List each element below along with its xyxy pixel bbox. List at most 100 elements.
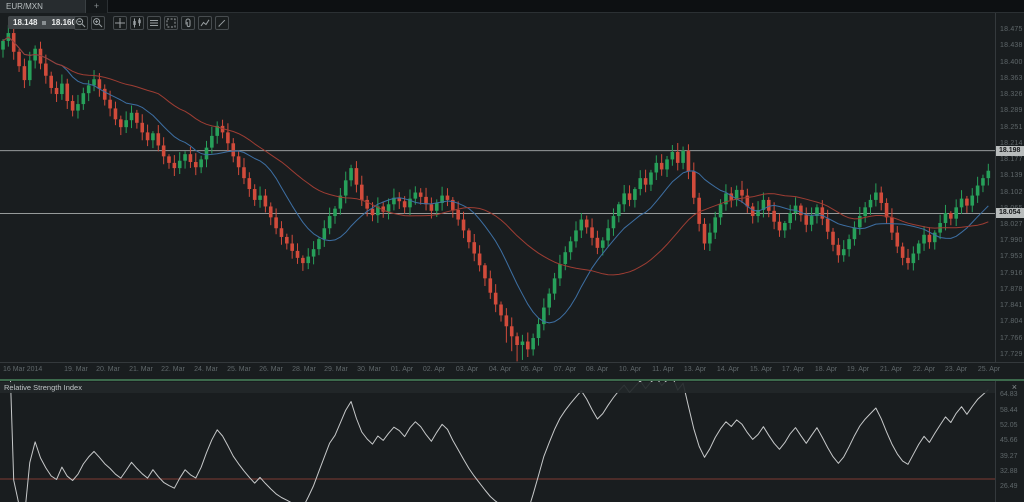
candle-body xyxy=(713,217,718,233)
time-axis-tick: 11. Apr xyxy=(652,366,674,373)
moving-average-fast xyxy=(2,36,989,324)
time-axis[interactable]: 16 Mar 2014 19. Mar 20. Mar 21. Mar 22. Mar 2… xyxy=(0,362,1024,376)
candle-body xyxy=(954,207,958,219)
candle-body xyxy=(617,204,621,217)
candle-body xyxy=(193,162,198,168)
candle-body xyxy=(633,189,637,200)
time-axis-tick: 26. Mar xyxy=(259,366,283,373)
price-axis-tick: 17.766 xyxy=(1000,335,1023,342)
candle-body xyxy=(606,228,610,241)
candle-body xyxy=(1,40,5,50)
candle-body xyxy=(584,219,589,228)
candle-body xyxy=(38,48,43,64)
new-tab-button[interactable]: + xyxy=(86,0,108,13)
candle-body xyxy=(670,151,675,160)
expand-chart-button[interactable] xyxy=(164,16,178,30)
candlestick-canvas[interactable] xyxy=(0,13,995,362)
candle-body xyxy=(145,132,150,141)
price-axis-tick: 18.214 xyxy=(1000,140,1023,147)
candle-body xyxy=(943,212,948,224)
candle-body xyxy=(397,197,402,202)
candle-body xyxy=(654,162,659,173)
candle-body xyxy=(365,199,369,209)
candle-body xyxy=(322,228,327,240)
price-axis-tick: 17.841 xyxy=(1000,302,1023,309)
candle-body xyxy=(22,66,27,81)
candle-body xyxy=(135,112,139,123)
candle-body xyxy=(445,195,450,200)
candle-body xyxy=(809,216,814,225)
rsi-title: Relative Strength Index xyxy=(4,383,82,392)
candle-body xyxy=(622,193,626,205)
candle-body xyxy=(177,160,182,169)
candle-body xyxy=(424,196,428,205)
candle-body xyxy=(975,185,980,196)
candle-body xyxy=(247,178,252,190)
rsi-axis[interactable]: 64.83 58.44 52.05 45.66 39.27 32.88 26.49 xyxy=(995,381,1024,502)
candle-body xyxy=(343,180,348,196)
ask-price: 18.160 xyxy=(51,18,76,27)
candle-body xyxy=(279,228,284,237)
candle-body xyxy=(745,195,750,207)
price-axis[interactable]: 18.475 18.438 18.400 18.363 18.326 18.289 18.2… xyxy=(995,13,1024,362)
candles-icon xyxy=(133,18,141,28)
candle-body xyxy=(306,256,311,264)
candle-body xyxy=(376,206,380,216)
candle-body xyxy=(172,162,177,169)
time-axis-tick: 19. Mar xyxy=(64,366,88,373)
zoom-in-button[interactable] xyxy=(91,16,105,30)
chart-type-button[interactable] xyxy=(130,16,144,30)
candle-body xyxy=(274,217,278,229)
candle-body xyxy=(831,231,835,245)
objects-list-button[interactable] xyxy=(147,16,161,30)
candle-body xyxy=(17,51,21,67)
price-level-tag[interactable]: 18.054 xyxy=(996,208,1024,218)
quote-widget: 18.148 18.160 xyxy=(8,16,81,29)
candle-body xyxy=(231,143,236,157)
price-axis-tick: 18.400 xyxy=(1000,59,1023,66)
price-axis-tick: 18.475 xyxy=(1000,26,1023,33)
candle-body xyxy=(167,156,171,163)
price-level-tag[interactable]: 18.198 xyxy=(996,146,1024,156)
candle-body xyxy=(911,253,916,264)
candle-body xyxy=(659,162,664,170)
candle-body xyxy=(76,104,80,111)
pencil-icon xyxy=(218,19,226,27)
candle-body xyxy=(199,159,203,168)
rsi-close-button[interactable]: × xyxy=(1011,382,1017,392)
rsi-axis-tick: 64.83 xyxy=(1000,391,1018,398)
candle-body xyxy=(595,237,600,248)
draw-tools-button[interactable] xyxy=(215,16,229,30)
spread-indicator-icon xyxy=(42,20,47,25)
candle-body xyxy=(349,168,353,181)
attach-order-button[interactable] xyxy=(181,16,195,30)
candle-body xyxy=(638,178,643,190)
time-axis-tick: 25. Mar xyxy=(227,366,251,373)
candle-body xyxy=(359,184,364,200)
time-axis-tick: 21. Mar xyxy=(129,366,153,373)
rsi-canvas[interactable] xyxy=(0,381,995,502)
zoom-out-button[interactable] xyxy=(74,16,88,30)
candle-body xyxy=(285,236,289,244)
candle-body xyxy=(258,195,262,200)
candle-body xyxy=(242,167,246,179)
price-axis-tick: 17.953 xyxy=(1000,253,1023,260)
candle-body xyxy=(295,250,300,258)
candle-body xyxy=(611,216,616,229)
candle-body xyxy=(108,99,112,109)
candle-body xyxy=(895,232,900,247)
candle-body xyxy=(27,60,32,81)
time-axis-tick: 30. Mar xyxy=(357,366,381,373)
candle-body xyxy=(456,209,460,220)
candle-body xyxy=(488,278,493,293)
candle-body xyxy=(783,223,787,231)
tab-eurmxn[interactable]: EUR/MXN xyxy=(0,0,86,13)
cursor-mode-button[interactable] xyxy=(113,16,127,30)
bid-price: 18.148 xyxy=(13,18,38,27)
edit-indicators-button[interactable] xyxy=(198,16,212,30)
candle-body xyxy=(477,253,482,266)
candle-body xyxy=(520,341,525,346)
price-axis-tick: 17.729 xyxy=(1000,351,1023,358)
candle-body xyxy=(542,307,546,325)
candle-body xyxy=(92,79,96,86)
